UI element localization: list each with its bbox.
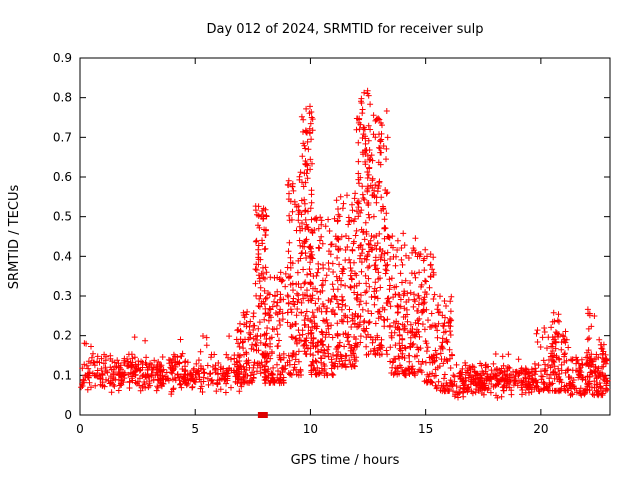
tick-label: 0.2 (53, 329, 72, 343)
plot-border (79, 57, 611, 416)
tick-label: 0.4 (53, 249, 72, 263)
data-point-markers (78, 87, 611, 401)
baseline-square-marker (257, 412, 264, 418)
tick-label: 0.3 (53, 289, 72, 303)
tick-label: 5 (191, 422, 199, 436)
scatter-points (78, 87, 611, 401)
tick-label: 0 (76, 422, 84, 436)
tick-label: 0.6 (53, 170, 72, 184)
y-axis-label: SRMTID / TECUs (7, 185, 22, 290)
x-axis-label: GPS time / hours (291, 453, 400, 468)
tick-label: 0.8 (53, 91, 72, 105)
tick-label: 10 (303, 422, 318, 436)
axis-tick-labels: 0 5 10 15 20 0 0.1 0.2 0.3 0.4 0.5 0.6 0.7 0.8 0.9 (53, 51, 549, 436)
tick-label: 0 (64, 408, 72, 422)
tick-label: 0.1 (53, 368, 72, 382)
tick-label: 15 (418, 422, 433, 436)
baseline-square-marker (261, 412, 268, 418)
tick-label: 0.7 (53, 130, 72, 144)
tick-label: 0.9 (53, 51, 72, 65)
tick-label: 0.5 (53, 210, 72, 224)
chart-title: Day 012 of 2024, SRMTID for receiver sul… (206, 22, 483, 37)
baseline-square-markers (257, 412, 268, 418)
tick-label: 20 (533, 422, 548, 436)
